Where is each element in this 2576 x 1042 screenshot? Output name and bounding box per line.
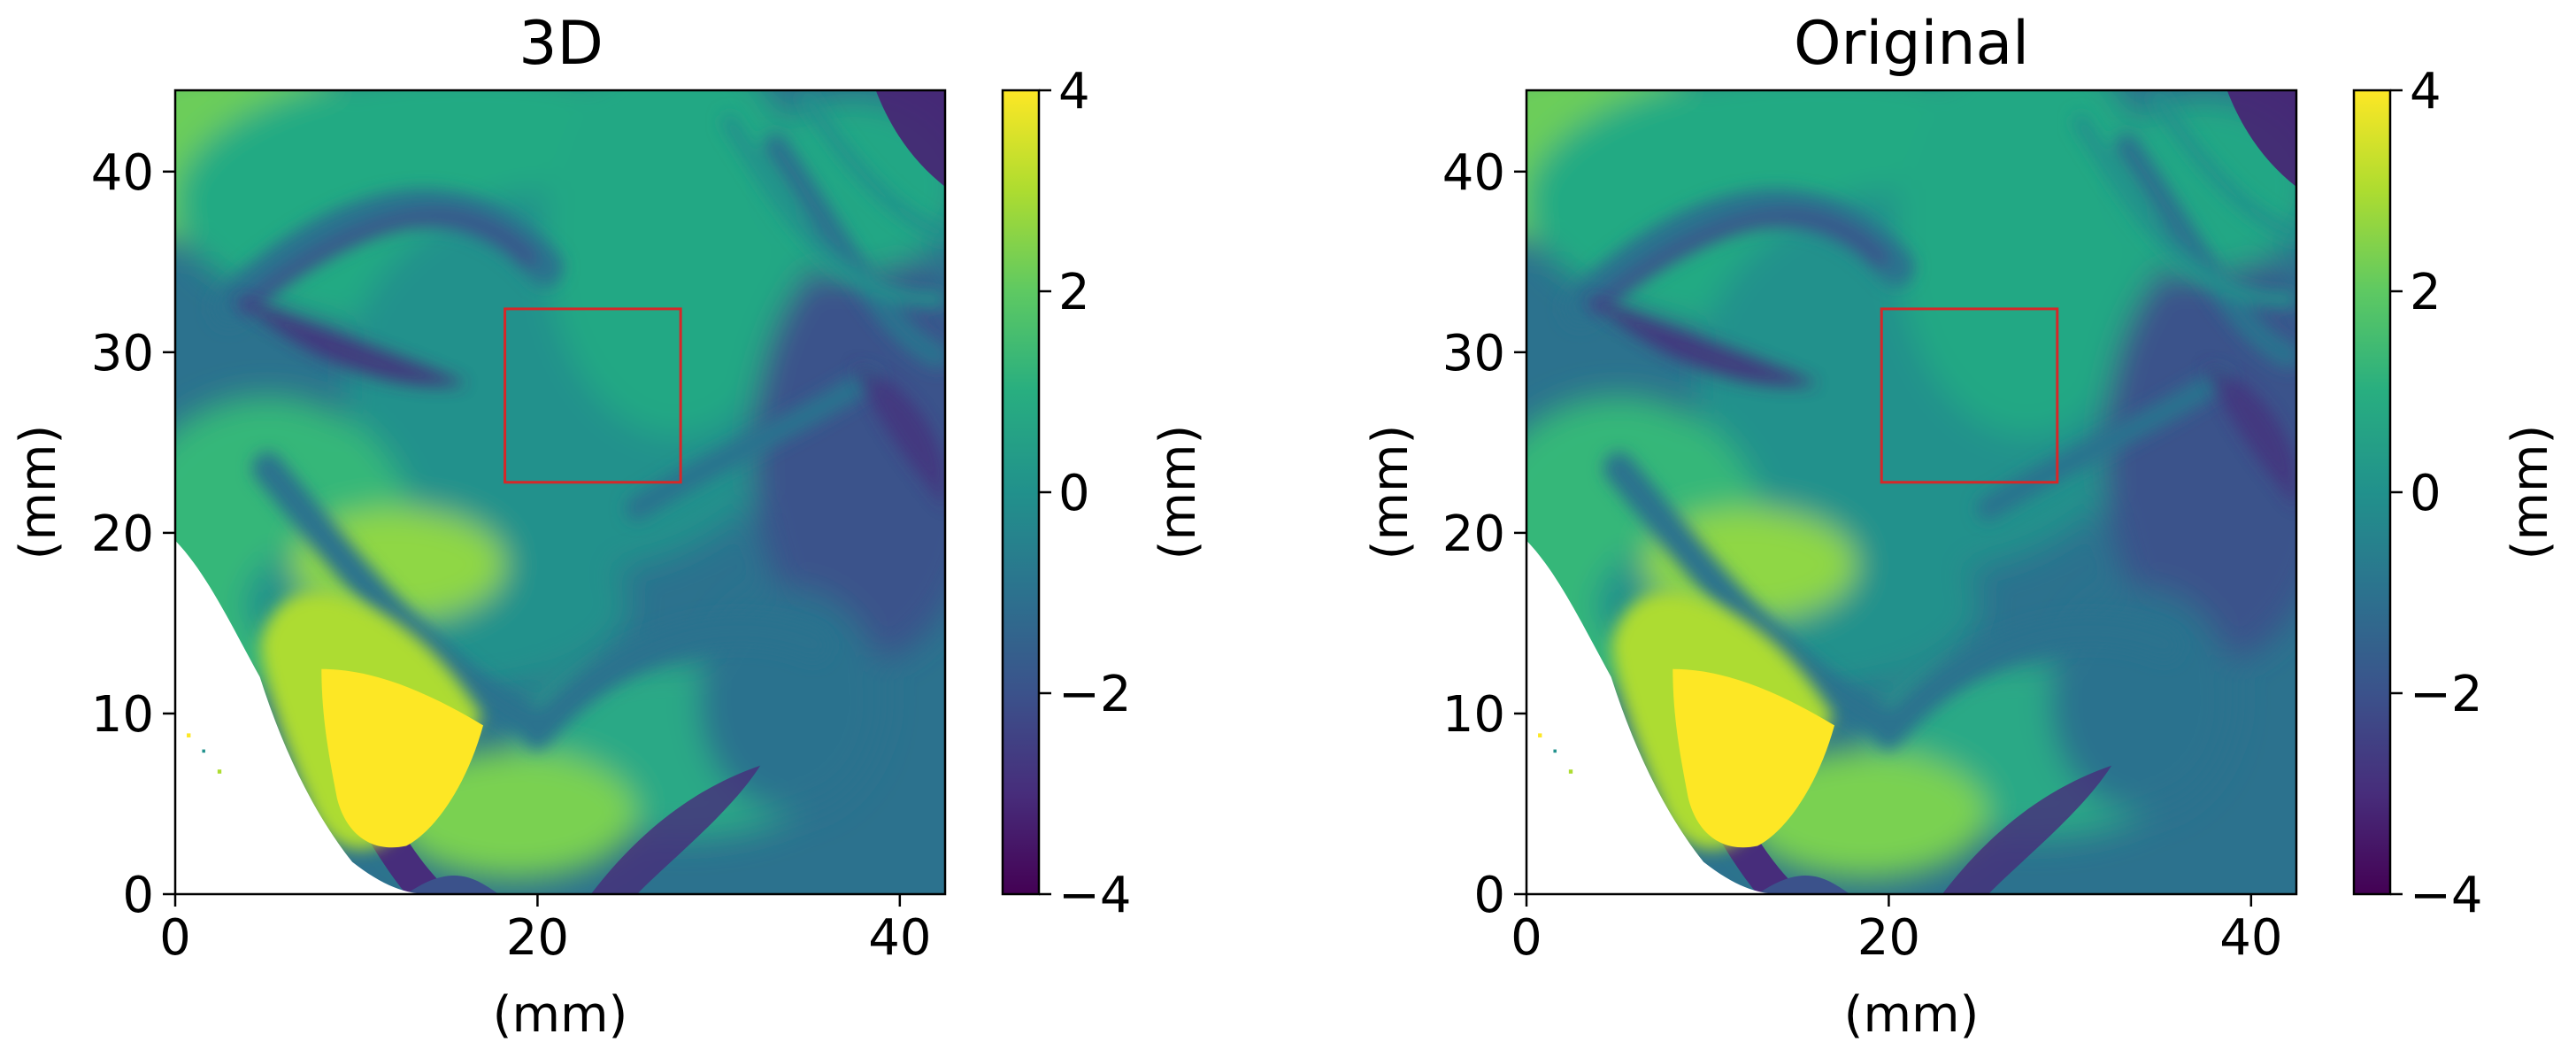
left-colorbar-tick-label: −2 xyxy=(1058,666,1132,723)
left-ytick-label: 10 xyxy=(91,686,154,744)
right-colorbar-tick-label: 4 xyxy=(2410,63,2441,120)
left-colorbar-tick-label: −4 xyxy=(1058,867,1132,924)
right-y-ticks: 0 10 20 30 40 xyxy=(1442,144,1526,924)
right-colorbar xyxy=(2352,89,2392,896)
left-ytick-label: 20 xyxy=(91,506,154,563)
right-colorbar-tick-label: −2 xyxy=(2410,666,2483,723)
right-ytick-label: 10 xyxy=(1442,686,1505,744)
left-y-ticks: 0 10 20 30 40 xyxy=(91,144,175,924)
right-xtick-label: 0 xyxy=(1511,909,1542,967)
left-ytick-label: 40 xyxy=(91,144,154,202)
left-colorbar xyxy=(1001,89,1041,896)
left-xtick-label: 20 xyxy=(506,909,569,967)
right-ylabel: (mm) xyxy=(1362,425,1419,560)
left-plot-frame xyxy=(173,89,947,896)
left-xtick-label: 0 xyxy=(159,909,191,967)
right-ytick-label: 40 xyxy=(1442,144,1505,202)
left-x-ticks: 0 20 40 xyxy=(159,894,931,967)
left-title: 3D xyxy=(519,9,604,79)
right-roi-box xyxy=(1880,307,2059,484)
left-roi-box xyxy=(504,307,682,484)
right-colorbar-tick-label: 0 xyxy=(2410,465,2441,522)
right-ytick-label: 0 xyxy=(1473,867,1505,924)
right-xtick-label: 40 xyxy=(2219,909,2282,967)
left-ylabel: (mm) xyxy=(10,425,67,560)
right-x-ticks: 0 20 40 xyxy=(1511,894,2282,967)
left-ytick-label: 0 xyxy=(122,867,154,924)
right-title: Original xyxy=(1794,9,2029,79)
right-ytick-label: 30 xyxy=(1442,325,1505,382)
left-xlabel: (mm) xyxy=(493,986,628,1042)
left-colorbar-tick-label: 4 xyxy=(1058,63,1090,120)
right-colorbar-tick-label: 2 xyxy=(2410,264,2441,321)
left-colorbar-tick-label: 2 xyxy=(1058,264,1090,321)
left-colorbar-label: (mm) xyxy=(1150,425,1207,560)
right-colorbar-label: (mm) xyxy=(2502,425,2559,560)
left-heatmap xyxy=(83,34,984,894)
right-heatmap xyxy=(1434,34,2335,894)
right-xlabel: (mm) xyxy=(1844,986,1980,1042)
right-plot-frame xyxy=(1525,89,2298,896)
right-colorbar-tick-label: −4 xyxy=(2410,867,2483,924)
left-xtick-label: 40 xyxy=(868,909,931,967)
left-ytick-label: 30 xyxy=(91,325,154,382)
left-colorbar-ticks: 4 2 0 −2 −4 xyxy=(1039,63,1132,924)
right-colorbar-ticks: 4 2 0 −2 −4 xyxy=(2390,63,2483,924)
left-colorbar-tick-label: 0 xyxy=(1058,465,1090,522)
right-xtick-label: 20 xyxy=(1857,909,1920,967)
right-ytick-label: 20 xyxy=(1442,506,1505,563)
